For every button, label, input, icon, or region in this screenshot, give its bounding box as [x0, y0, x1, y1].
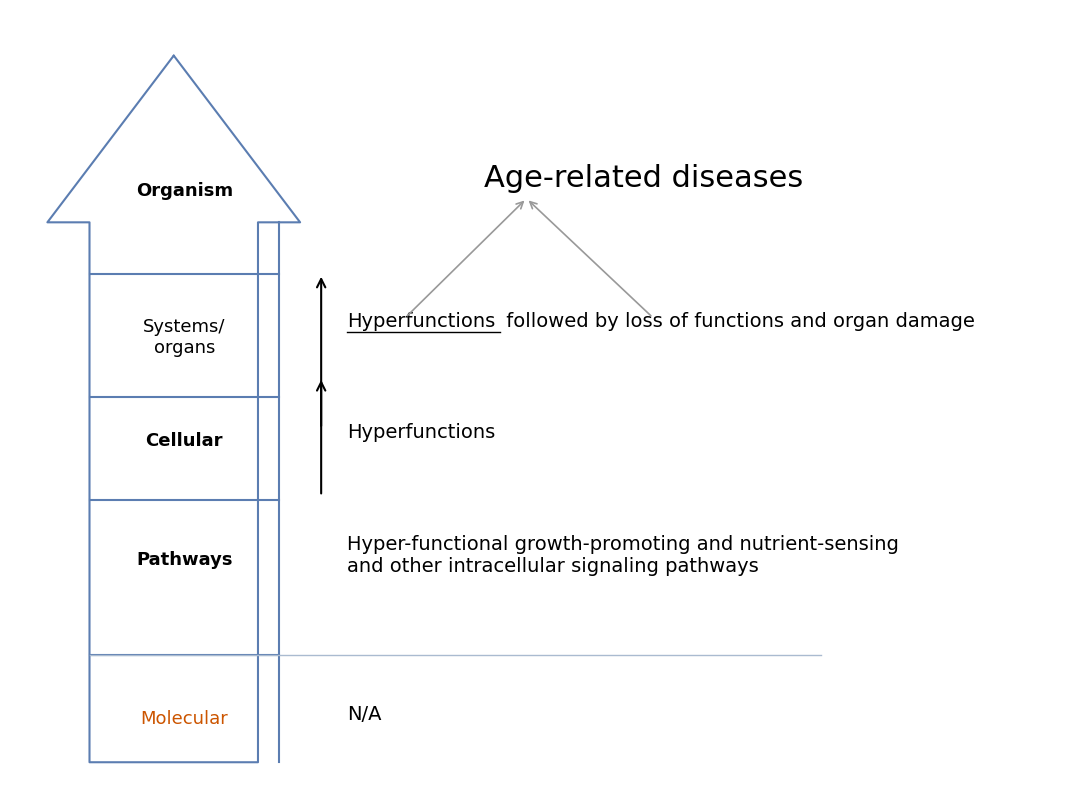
Text: Hyper-functional growth-promoting and nutrient-sensing
and other intracellular s: Hyper-functional growth-promoting and nu… [348, 535, 899, 576]
Text: Age-related diseases: Age-related diseases [484, 164, 804, 193]
Text: N/A: N/A [348, 705, 382, 724]
Text: Cellular: Cellular [146, 432, 223, 449]
Text: Organism: Organism [136, 182, 232, 199]
Text: Molecular: Molecular [140, 710, 228, 727]
Text: Hyperfunctions: Hyperfunctions [348, 312, 495, 331]
Text: followed by loss of functions and organ damage: followed by loss of functions and organ … [501, 312, 975, 331]
Text: Pathways: Pathways [136, 551, 232, 569]
Text: Hyperfunctions: Hyperfunctions [348, 423, 495, 442]
Text: Systems/
organs: Systems/ organs [143, 318, 226, 357]
